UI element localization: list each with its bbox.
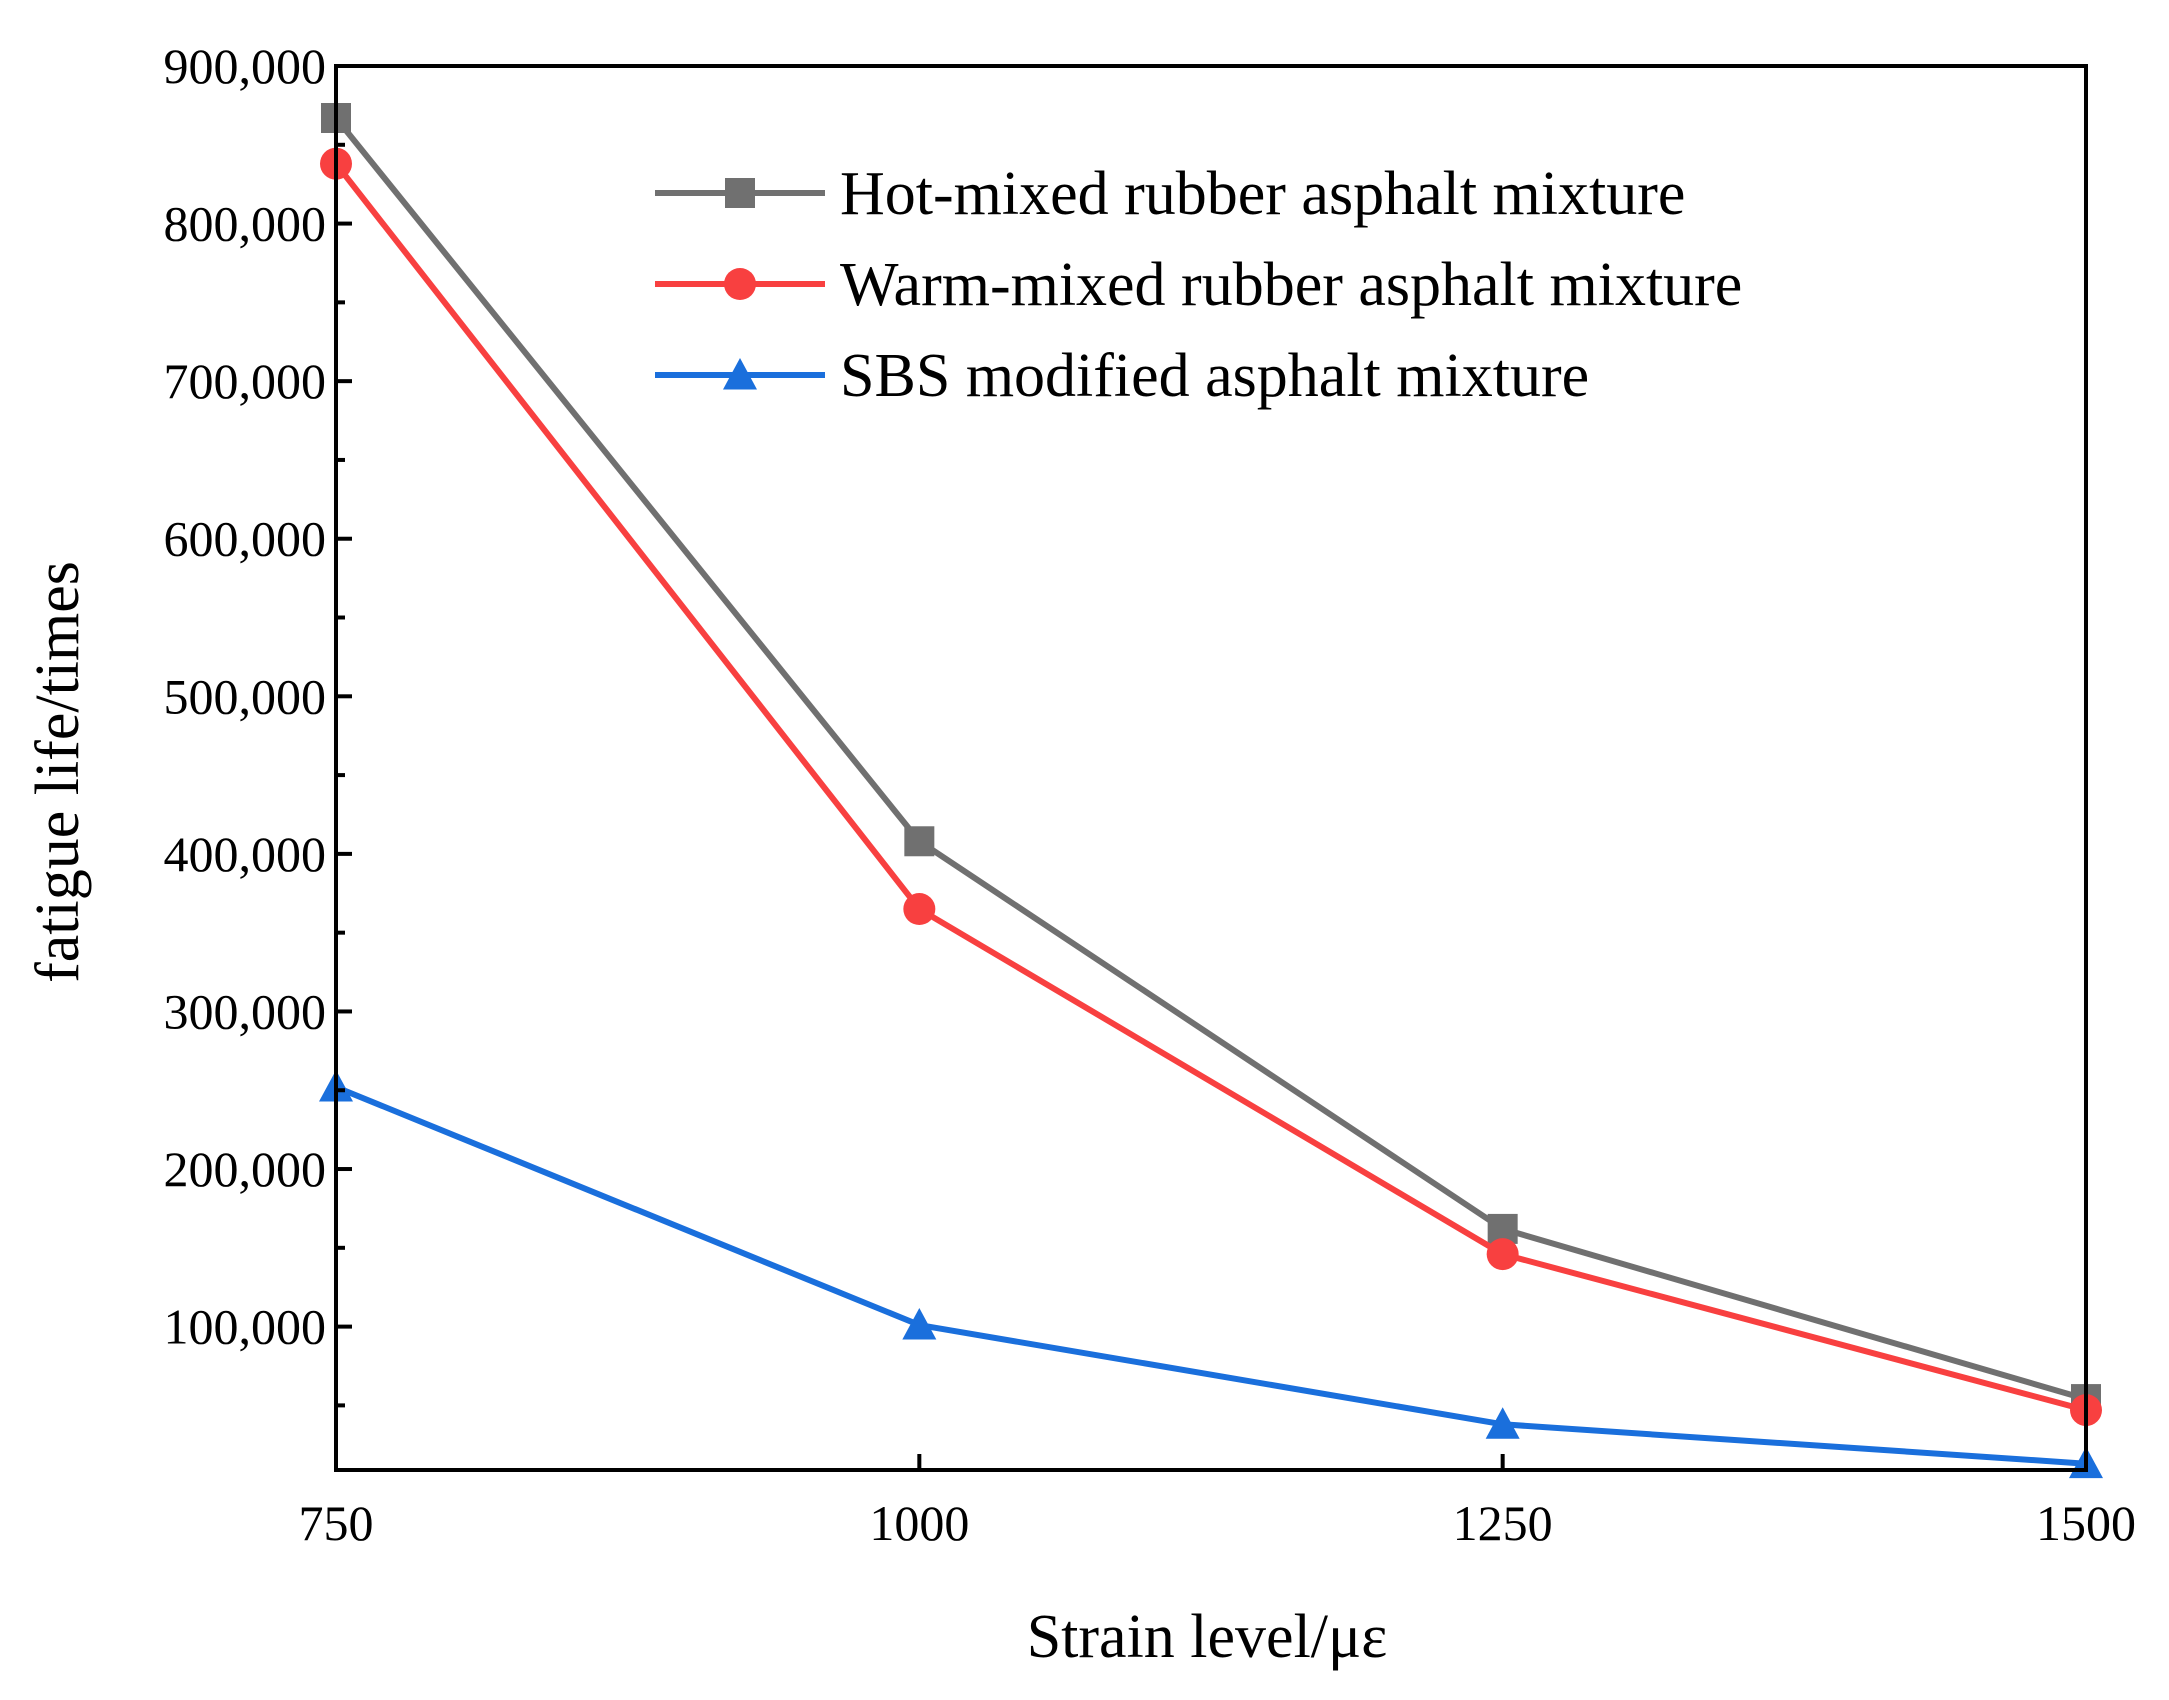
series-line	[333, 161, 2087, 1414]
y-tick-label: 900,000	[164, 38, 327, 94]
legend-marker	[723, 358, 757, 390]
data-point	[903, 893, 936, 926]
x-tick-label: 1000	[869, 1495, 969, 1551]
y-tick-label: 800,000	[164, 196, 327, 252]
legend-marker	[724, 268, 756, 300]
series-line	[334, 1084, 2087, 1467]
legend-entry: Hot-mixed rubber asphalt mixture	[655, 160, 1685, 228]
plot-frame	[334, 64, 2088, 1472]
x-tick-label: 1500	[2036, 1495, 2136, 1551]
y-tick-label: 600,000	[164, 511, 327, 567]
y-tick-label: 200,000	[164, 1141, 327, 1197]
legend-label: Warm-mixed rubber asphalt mixture	[840, 251, 1742, 319]
legend-marker	[725, 178, 755, 208]
series-2	[320, 147, 2102, 1427]
data-point	[1485, 1407, 1520, 1439]
x-tick-label: 750	[299, 1495, 374, 1551]
x-tick-label: 1250	[1453, 1495, 1553, 1551]
data-point	[904, 826, 935, 857]
y-tick-label: 500,000	[164, 668, 327, 724]
legend-entry: SBS modified asphalt mixture	[655, 342, 1589, 410]
y-tick-label: 100,000	[164, 1299, 327, 1355]
series-line	[333, 116, 2087, 1402]
plot-area	[319, 103, 2103, 1479]
legend-label: Hot-mixed rubber asphalt mixture	[840, 160, 1685, 228]
legend: Hot-mixed rubber asphalt mixture Warm-mix…	[655, 160, 1742, 410]
y-tick-label: 400,000	[164, 826, 327, 882]
x-axis-title: Strain level/με	[1027, 1603, 1388, 1671]
data-point	[902, 1308, 937, 1340]
legend-entry: Warm-mixed rubber asphalt mixture	[655, 251, 1742, 319]
data-point	[1486, 1238, 1519, 1271]
series-3	[319, 1070, 2103, 1479]
y-tick-label: 300,000	[164, 983, 327, 1039]
y-axis-title: fatigue life/times	[24, 561, 92, 983]
y-tick-label: 700,000	[164, 353, 327, 409]
legend-label: SBS modified asphalt mixture	[840, 342, 1589, 410]
axes: 100,000 200,000 300,000 400,000 500,000 600,0…	[164, 38, 2137, 1551]
